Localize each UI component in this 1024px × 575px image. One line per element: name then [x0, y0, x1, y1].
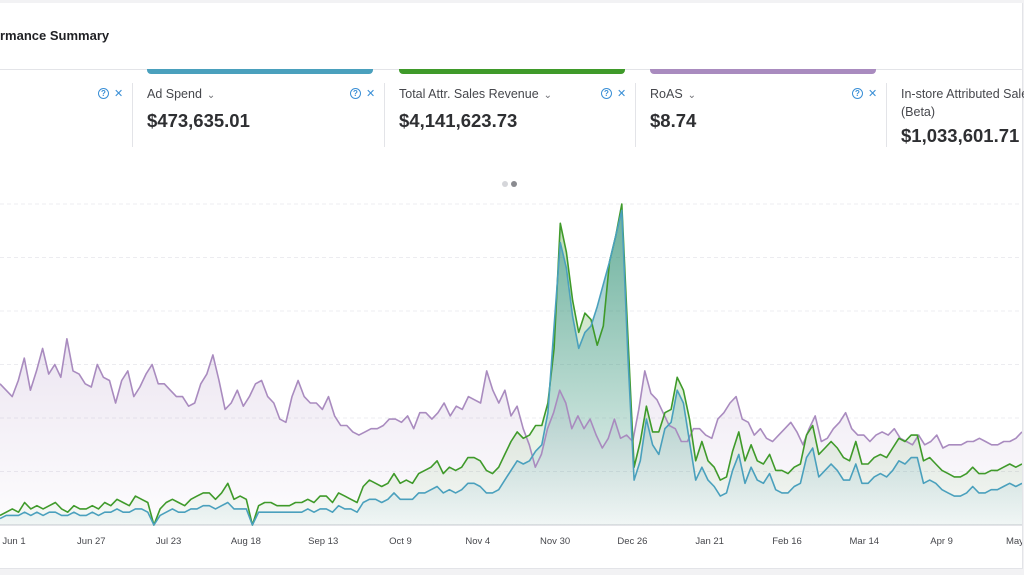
x-tick-label: Jun 27: [77, 536, 106, 547]
metric-value: $1,033,601.71: [901, 125, 1020, 146]
help-icon[interactable]: ?: [852, 88, 863, 99]
metric-card-total-attr-sales-revenue[interactable]: Total Attr. Sales Revenue ⌄ ? ✕ $4,141,62…: [384, 69, 636, 149]
card-divider: [384, 83, 385, 147]
ad-spend-accent-bar: [147, 69, 373, 74]
x-tick-label: Mar 14: [850, 536, 880, 547]
metric-value: $4,141,623.73: [399, 110, 518, 131]
x-tick-label: Feb 16: [772, 536, 802, 547]
metric-label[interactable]: Total Attr. Sales Revenue ⌄: [399, 87, 553, 101]
x-tick-label: Dec 26: [617, 536, 647, 547]
close-icon[interactable]: ✕: [366, 88, 376, 100]
metric-label[interactable]: Ad Spend ⌄: [147, 87, 216, 101]
close-icon[interactable]: ✕: [114, 88, 124, 100]
help-icon[interactable]: ?: [350, 88, 361, 99]
x-tick-label: Nov 30: [540, 536, 570, 547]
x-tick-label: Oct 9: [389, 536, 412, 547]
metric-card-roas[interactable]: RoAS ⌄ ? ✕ $8.74: [635, 69, 887, 149]
series-line-ad-spend: [0, 209, 1022, 526]
chevron-down-icon[interactable]: ⌄: [206, 90, 216, 101]
metric-label[interactable]: RoAS ⌄: [650, 87, 697, 101]
card-divider: [635, 83, 636, 147]
x-tick-label: Apr 9: [930, 536, 953, 547]
x-tick-label: Jun 1: [2, 536, 25, 547]
series-line-roas: [0, 338, 1022, 468]
roas-accent-bar: [650, 69, 876, 74]
x-tick-label: Jan 21: [695, 536, 724, 547]
chevron-down-icon[interactable]: ⌄: [543, 90, 553, 101]
chevron-down-icon[interactable]: ⌄: [687, 90, 697, 101]
sales-revenue-accent-bar: [399, 69, 625, 74]
help-icon[interactable]: ?: [601, 88, 612, 99]
performance-chart[interactable]: Jun 1 Jun 27 Jul 23 Aug 18 Sep 13 Oct 9 Nov 4 N…: [0, 196, 1022, 551]
series-area-ad-spend: [0, 210, 1022, 525]
x-axis: Jun 1 Jun 27 Jul 23 Aug 18 Sep 13 Oct 9 Nov 4 N…: [2, 536, 1022, 547]
chart-lines: [0, 203, 1022, 526]
x-tick-label: Aug 18: [231, 536, 261, 547]
card-divider: [886, 83, 887, 147]
metric-value: $473,635.01: [147, 110, 250, 131]
card-divider: [132, 83, 133, 147]
pagination-dot-1[interactable]: [502, 181, 508, 187]
help-icon[interactable]: ?: [98, 88, 109, 99]
metric-card-in-store-attributed-sales[interactable]: In-store Attributed Sales (Beta) $1,033,…: [886, 69, 1024, 149]
x-tick-label: May 5: [1006, 536, 1022, 547]
title-bar: rmance Summary: [0, 3, 1022, 70]
series-line-total-attr-sales-revenue: [0, 203, 1022, 526]
carousel-pagination: [502, 174, 520, 192]
metric-card-ad-spend[interactable]: Ad Spend ⌄ ? ✕ $473,635.01: [132, 69, 384, 149]
x-tick-label: Sep 13: [308, 536, 338, 547]
close-icon[interactable]: ✕: [617, 88, 627, 100]
close-icon[interactable]: ✕: [868, 88, 878, 100]
metric-label[interactable]: In-store Attributed Sales (Beta): [901, 87, 1024, 119]
x-tick-label: Nov 4: [465, 536, 490, 547]
page-title: rmance Summary: [0, 28, 110, 43]
x-tick-label: Jul 23: [156, 536, 181, 547]
metric-card-0[interactable]: ? ✕: [0, 69, 132, 149]
metric-value: $8.74: [650, 110, 697, 131]
pagination-dot-2[interactable]: [511, 181, 517, 187]
